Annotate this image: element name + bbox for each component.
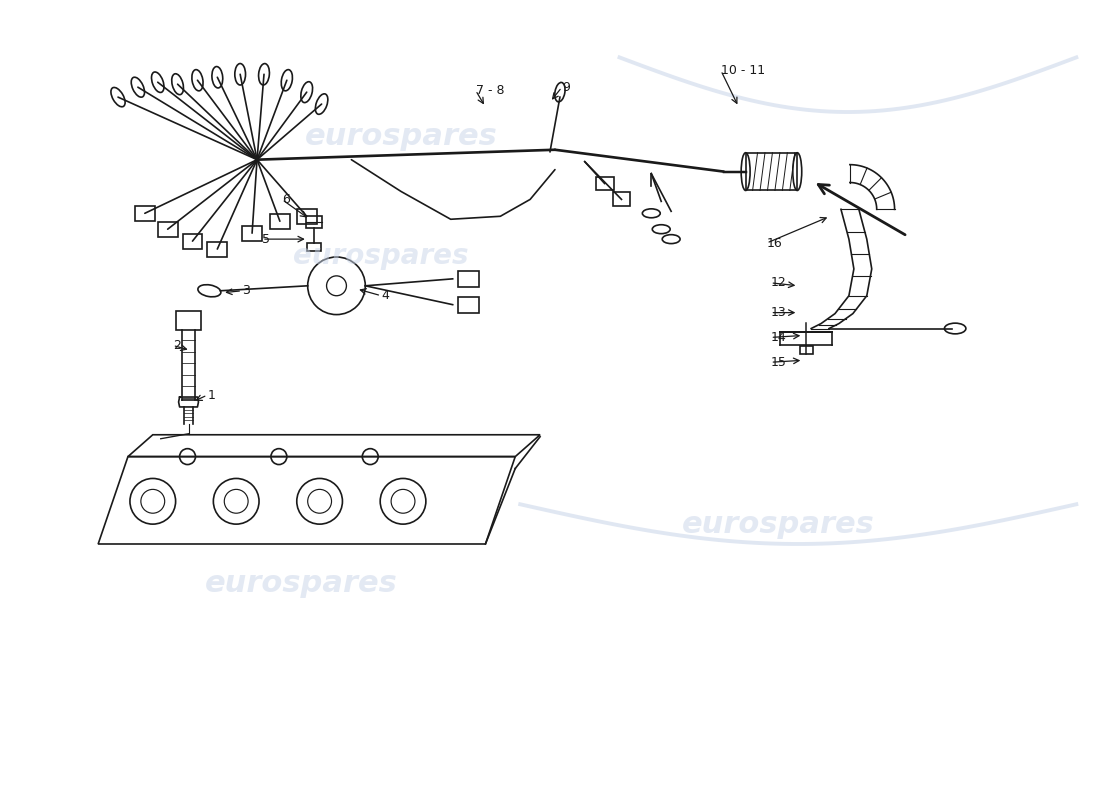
Text: 16: 16 (767, 237, 782, 250)
Text: eurospares: eurospares (294, 242, 469, 270)
Text: eurospares: eurospares (682, 510, 874, 538)
Text: 2: 2 (173, 339, 180, 352)
Text: 12: 12 (770, 276, 786, 290)
Text: 7 - 8: 7 - 8 (475, 84, 504, 97)
Text: 4: 4 (382, 290, 389, 302)
Text: 10 - 11: 10 - 11 (720, 64, 764, 77)
Text: 3: 3 (242, 284, 250, 298)
Text: eurospares: eurospares (206, 570, 398, 598)
Text: 6: 6 (282, 193, 289, 206)
Text: 14: 14 (770, 331, 786, 344)
Text: 15: 15 (770, 356, 786, 369)
Text: 13: 13 (770, 306, 786, 319)
Text: 1: 1 (208, 389, 216, 402)
Text: 5: 5 (262, 233, 270, 246)
Text: 9: 9 (562, 81, 570, 94)
Text: eurospares: eurospares (305, 122, 497, 151)
